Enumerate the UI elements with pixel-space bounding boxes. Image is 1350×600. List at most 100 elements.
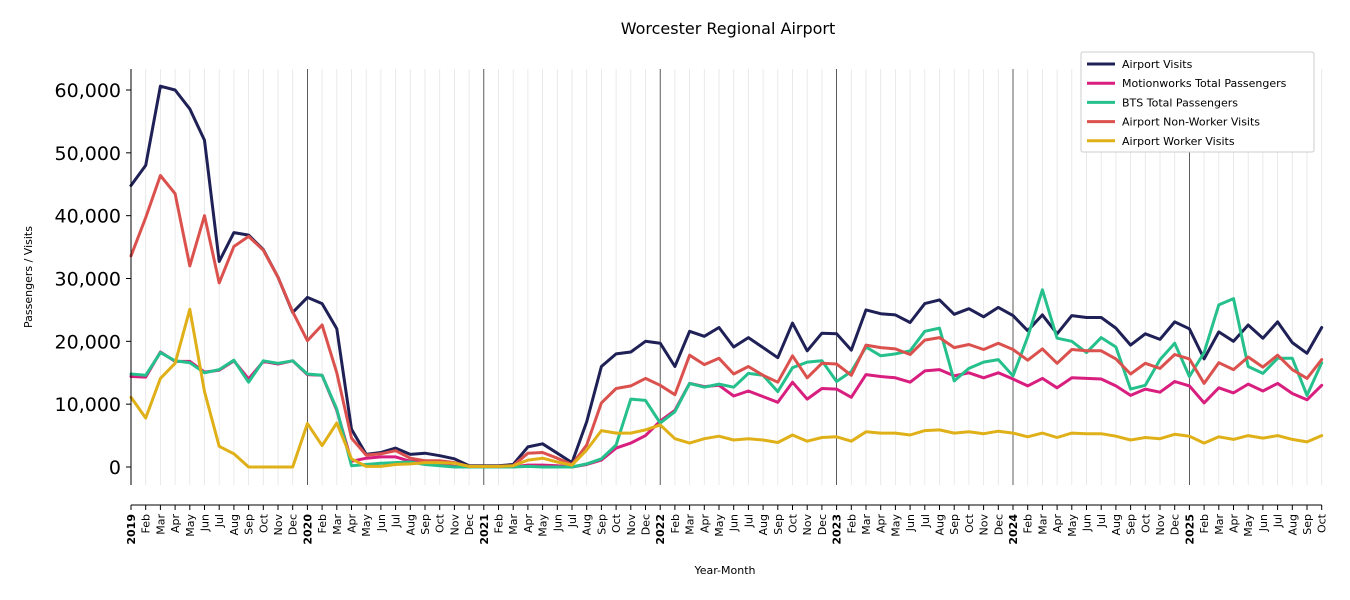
x-tick-label: Apr xyxy=(1051,514,1064,534)
x-tick-label-year: 2019 xyxy=(125,514,138,545)
x-tick-label-year: 2021 xyxy=(478,514,491,545)
x-tick-label: Feb xyxy=(845,514,858,533)
legend-frame xyxy=(1080,51,1315,153)
x-tick-label: May xyxy=(537,514,550,537)
x-tick-label: Sep xyxy=(243,514,256,535)
x-tick-label-year: 2020 xyxy=(301,514,314,545)
x-tick-label: Dec xyxy=(992,514,1005,535)
x-tick-label: Sep xyxy=(948,514,961,535)
legend-label: Airport Worker Visits xyxy=(1122,135,1235,148)
x-tick-label: Apr xyxy=(346,514,359,534)
x-tick-label: Jun xyxy=(904,514,917,532)
x-tick-label: Jul xyxy=(742,514,755,528)
series-line xyxy=(129,84,1324,468)
x-tick-label: Jul xyxy=(1272,514,1285,528)
x-tick-label: Nov xyxy=(1154,514,1167,536)
x-tick-label: Apr xyxy=(875,514,888,534)
x-tick-label: Mar xyxy=(154,514,167,535)
x-tick-label: Jun xyxy=(551,514,564,532)
y-tick-label: 30,000 xyxy=(55,269,121,291)
x-tick-label: Jun xyxy=(375,514,388,532)
x-tick-label-year: 2025 xyxy=(1183,514,1196,545)
x-tick-label: Feb xyxy=(669,514,682,533)
x-tick-label: Mar xyxy=(507,514,520,535)
x-tick-label: Apr xyxy=(698,514,711,534)
x-tick-label: Mar xyxy=(684,514,697,535)
x-tick-label: Oct xyxy=(1316,513,1329,533)
x-tick-label: Mar xyxy=(860,514,873,535)
x-tick-label: Sep xyxy=(1125,514,1138,535)
y-tick-label: 20,000 xyxy=(55,331,121,353)
x-tick-label: Jun xyxy=(728,514,741,532)
x-tick-label: Aug xyxy=(934,514,947,535)
x-tick-label: Aug xyxy=(1110,514,1123,535)
axes: 0 10,000 20,000 30,000 40,000 50,000 60,000 201… xyxy=(55,69,1329,545)
x-tick-label: Feb xyxy=(1198,514,1211,533)
x-tick-label: Sep xyxy=(419,514,432,535)
x-tick-label: Feb xyxy=(493,514,506,533)
series-line xyxy=(129,350,1324,469)
series-line xyxy=(129,307,1324,469)
x-tick-label: May xyxy=(360,514,373,537)
x-tick-label: May xyxy=(713,514,726,537)
x-tick-label-year: 2022 xyxy=(654,514,667,545)
legend-label: Airport Visits xyxy=(1122,58,1193,71)
x-tick-label: Jun xyxy=(1081,514,1094,532)
x-tick-label: Jun xyxy=(199,514,212,532)
x-tick-label: Nov xyxy=(272,514,285,536)
x-tick-label: Nov xyxy=(978,514,991,536)
x-tick-label: Dec xyxy=(463,514,476,535)
x-tick-label: Aug xyxy=(757,514,770,535)
legend-label: Airport Non-Worker Visits xyxy=(1122,116,1260,129)
x-tick-label-year: 2023 xyxy=(831,514,844,545)
x-tick-label-year: 2024 xyxy=(1007,514,1020,545)
x-tick-label: Jul xyxy=(1095,514,1108,528)
x-tick-label: Jul xyxy=(390,514,403,528)
series-line xyxy=(129,174,1324,468)
x-tick-label: Oct xyxy=(963,513,976,533)
y-axis-label: Passengers / Visits xyxy=(22,226,35,328)
x-tick-label: Aug xyxy=(404,514,417,535)
x-tick-label: May xyxy=(889,514,902,537)
x-tick-label: Feb xyxy=(140,514,153,533)
x-tick-label: Nov xyxy=(448,514,461,536)
chart-title: Worcester Regional Airport xyxy=(621,19,836,38)
x-tick-label: Sep xyxy=(595,514,608,535)
x-tick-label: Feb xyxy=(316,514,329,533)
x-tick-label: Apr xyxy=(522,514,535,534)
x-tick-label: Aug xyxy=(1286,514,1299,535)
y-tick-label: 0 xyxy=(109,457,121,479)
x-tick-label: Aug xyxy=(228,514,241,535)
x-tick-label: Oct xyxy=(1139,513,1152,533)
x-axis-label: Year-Month xyxy=(693,564,755,577)
x-tick-label: Jul xyxy=(213,514,226,528)
y-tick-label: 10,000 xyxy=(55,394,121,416)
legend-label: BTS Total Passengers xyxy=(1122,96,1238,109)
x-tick-label: Jul xyxy=(566,514,579,528)
x-tick-label: Apr xyxy=(1228,514,1241,534)
x-tick-label: Oct xyxy=(257,513,270,533)
x-tick-label: May xyxy=(1066,514,1079,537)
x-tick-label: Oct xyxy=(787,513,800,533)
x-tick-label: Mar xyxy=(1036,514,1049,535)
x-tick-label: Nov xyxy=(801,514,814,536)
x-tick-label: Sep xyxy=(772,514,785,535)
x-tick-label: May xyxy=(184,514,197,537)
y-tick-label: 50,000 xyxy=(55,143,121,165)
y-tick-label: 60,000 xyxy=(55,80,121,102)
x-tick-label: Apr xyxy=(169,514,182,534)
x-tick-label: Sep xyxy=(1301,514,1314,535)
legend-label: Motionworks Total Passengers xyxy=(1122,77,1287,90)
x-tick-label: Jul xyxy=(919,514,932,528)
x-tick-label: Dec xyxy=(1169,514,1182,535)
series-line xyxy=(129,288,1324,469)
x-tick-label: May xyxy=(1242,514,1255,537)
x-tick-label: Aug xyxy=(581,514,594,535)
x-tick-label: Mar xyxy=(331,514,344,535)
y-tick-label: 40,000 xyxy=(55,206,121,228)
x-tick-label: Dec xyxy=(287,514,300,535)
legend: Airport Visits Motionworks Total Passenge… xyxy=(1080,51,1315,153)
x-tick-label: Oct xyxy=(610,513,623,533)
x-tick-label: Nov xyxy=(625,514,638,536)
